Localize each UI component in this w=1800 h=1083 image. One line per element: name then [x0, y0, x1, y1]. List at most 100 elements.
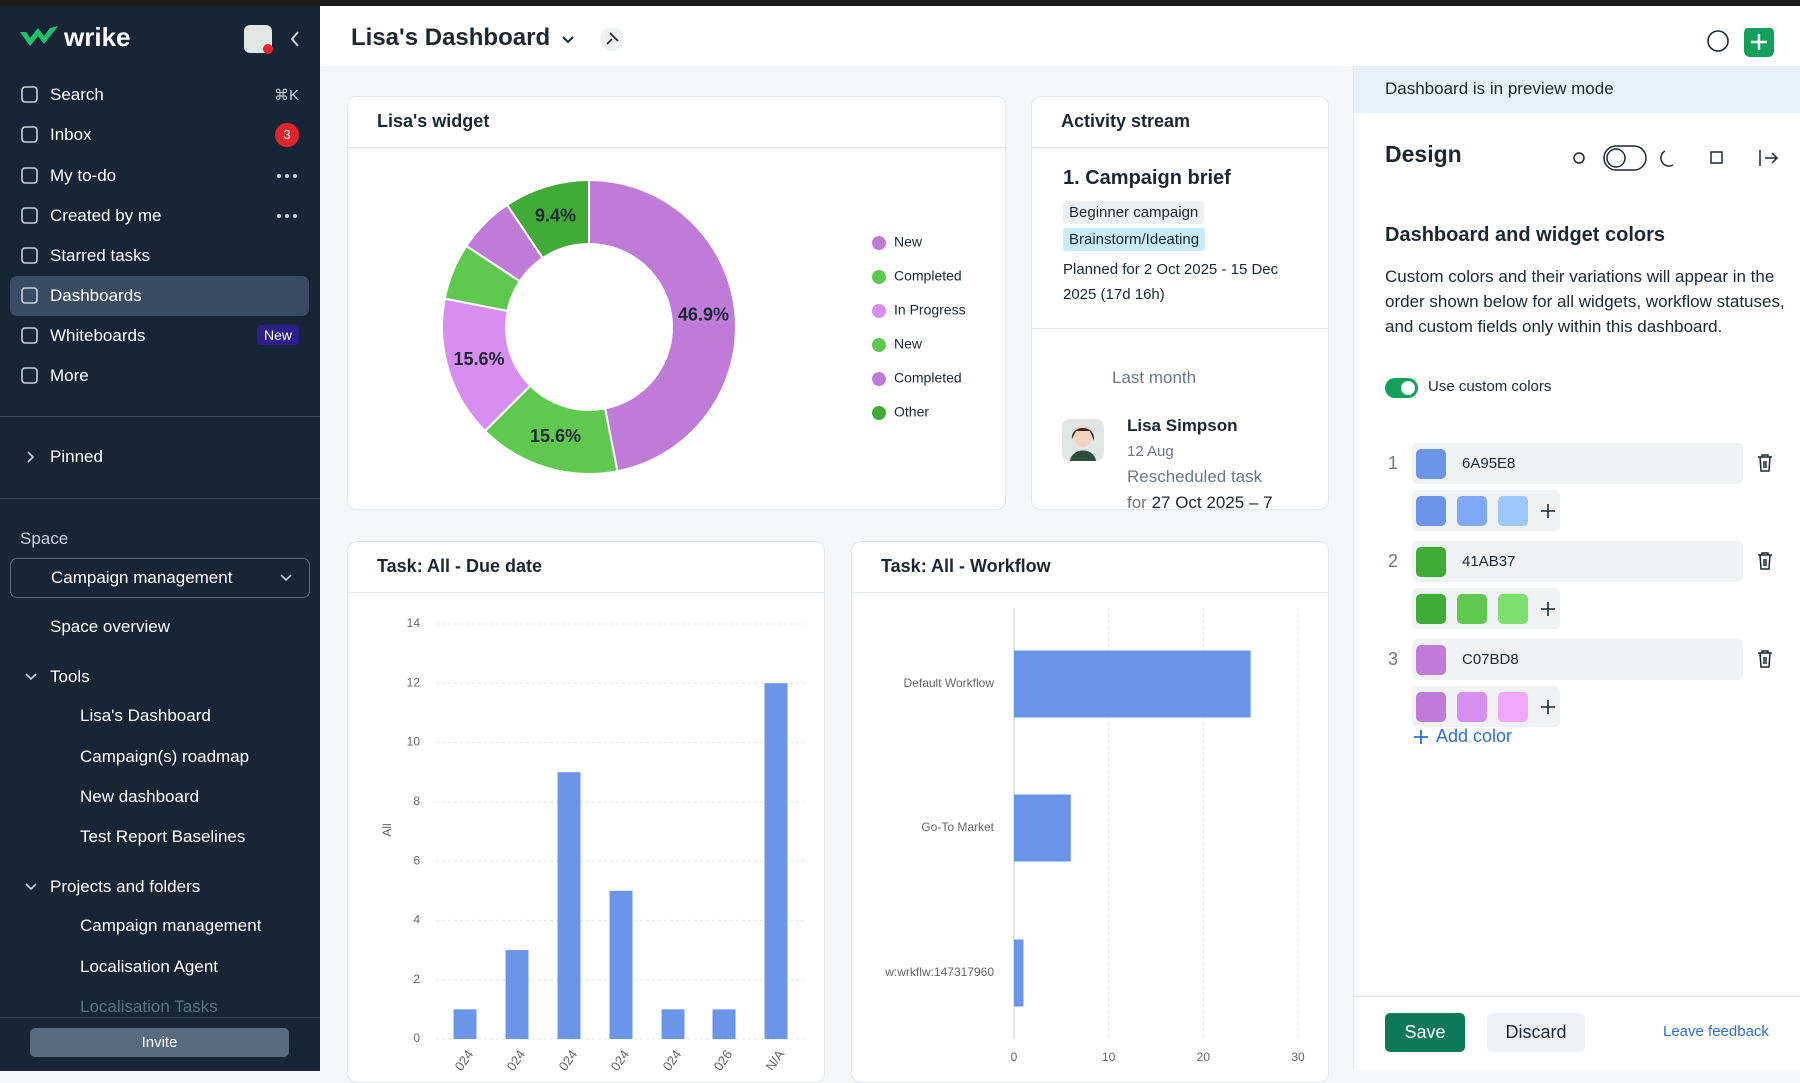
detail-prefix: for — [1127, 493, 1147, 510]
variation-swatch[interactable] — [1457, 594, 1487, 624]
widget-title: Task: All - Workflow — [881, 556, 1051, 576]
dark-icon[interactable] — [1660, 150, 1674, 167]
color-input[interactable]: 6A95E8 — [1412, 443, 1743, 484]
projects-heading[interactable]: Projects and folders — [50, 877, 201, 896]
variation-swatch[interactable] — [1457, 496, 1487, 526]
nav-item[interactable]: Search ⌘K — [10, 75, 309, 115]
variation-swatch[interactable] — [1498, 594, 1528, 624]
color-input[interactable]: 41AB37 — [1412, 541, 1743, 582]
logo: wrike — [20, 22, 131, 52]
variation-swatch[interactable] — [1416, 594, 1446, 624]
variation-swatch[interactable] — [1498, 496, 1528, 526]
nav-item[interactable]: Dashboards — [10, 276, 309, 316]
tool-item[interactable]: Test Report Baselines — [80, 827, 246, 846]
dashboard-title[interactable]: Lisa's Dashboard — [351, 24, 551, 51]
copy-icon[interactable] — [1710, 151, 1723, 164]
custom-colors-toggle[interactable] — [1385, 377, 1419, 399]
nav-item[interactable]: Created by me — [10, 196, 309, 236]
divider — [1032, 328, 1328, 329]
tool-item[interactable]: Campaign(s) roadmap — [80, 747, 250, 766]
nav-item[interactable]: Whiteboards New — [10, 316, 309, 356]
icon-shape — [21, 126, 38, 143]
tools-heading[interactable]: Tools — [50, 667, 90, 686]
workflow-widget: Task: All - Workflow — [851, 541, 1329, 1083]
nav-item[interactable]: Inbox 3 — [10, 115, 309, 155]
nav-icon — [21, 247, 38, 264]
sidebar: wrike Search ⌘K Inbox 3 My to-do Created by me… — [0, 0, 320, 1071]
design-panel: Dashboard is in preview mode Design Dash… — [1353, 66, 1800, 1070]
tool-item[interactable]: Lisa's Dashboard — [80, 706, 211, 725]
delete-icon[interactable] — [1756, 551, 1774, 571]
space-select[interactable]: Campaign management — [10, 558, 310, 598]
variation-swatch[interactable] — [1498, 692, 1528, 722]
add-color[interactable]: Add color — [1436, 726, 1513, 746]
tag: Beginner campaign — [1063, 201, 1205, 224]
task-title[interactable]: 1. Campaign brief — [1063, 167, 1231, 189]
nav-item[interactable]: My to-do — [10, 156, 309, 196]
avatar — [1062, 419, 1104, 461]
nav-item[interactable]: More — [10, 356, 309, 396]
badge: New — [256, 325, 299, 345]
pie-widget: Lisa's widget — [347, 96, 1006, 510]
light-icon[interactable] — [1573, 152, 1585, 164]
more-icon — [277, 214, 297, 218]
entry-detail: for 27 Oct 2025 – 7 — [1127, 493, 1273, 510]
color-swatch — [1416, 645, 1446, 675]
dropdown-icon[interactable] — [562, 36, 574, 44]
nav-icon — [21, 167, 38, 184]
project-item[interactable]: Localisation Agent — [80, 957, 218, 976]
color-index: 3 — [1388, 649, 1399, 669]
trash-path — [1758, 552, 1772, 570]
save-button[interactable]: Save — [1385, 1013, 1465, 1052]
color-index: 2 — [1388, 551, 1399, 571]
add-icon — [1751, 34, 1767, 50]
collapse-icon — [290, 31, 299, 47]
nav-item[interactable]: Starred tasks — [10, 236, 309, 276]
color-hex: C07BD8 — [1462, 651, 1519, 668]
plus-path — [1541, 700, 1555, 714]
variation-swatch[interactable] — [1457, 692, 1487, 722]
icon-shape — [21, 167, 38, 184]
nav-icon — [21, 86, 38, 103]
panel-title: Design — [1385, 141, 1462, 167]
delete-icon[interactable] — [1756, 453, 1774, 473]
add-variation[interactable] — [1539, 502, 1557, 520]
add-variation[interactable] — [1539, 600, 1557, 618]
badge: 3 — [275, 123, 299, 147]
close-panel-icon[interactable] — [1759, 150, 1779, 166]
color-input[interactable]: C07BD8 — [1412, 639, 1743, 680]
planned-dates: Planned for 2 Oct 2025 - 15 Dec 2025 (17… — [1063, 261, 1279, 303]
space-overview[interactable]: Space overview — [50, 617, 171, 636]
divider — [0, 498, 320, 499]
tool-item[interactable]: New dashboard — [80, 787, 200, 806]
color-index: 1 — [1388, 453, 1399, 473]
invite-button[interactable]: Invite — [30, 1028, 289, 1057]
variation-swatch[interactable] — [1416, 692, 1446, 722]
sidebar-top-icons — [244, 25, 299, 54]
project-item[interactable]: Campaign management — [80, 916, 262, 935]
nav-icon — [21, 327, 38, 344]
trash-path — [1758, 650, 1772, 668]
nav-label: Dashboards — [50, 286, 142, 305]
entry-date: 12 Aug — [1127, 443, 1174, 460]
add-icon — [1414, 730, 1428, 744]
pin-icon — [606, 32, 619, 45]
space-name: Campaign management — [51, 568, 233, 587]
color-hex: 41AB37 — [1462, 553, 1516, 570]
pinned[interactable]: Pinned — [50, 447, 103, 466]
tag: Brainstorm/Ideating — [1063, 228, 1206, 251]
icon-shape — [21, 327, 38, 344]
help-icon[interactable] — [1707, 30, 1729, 52]
chevron — [280, 574, 292, 582]
feedback-link[interactable]: Leave feedback — [1663, 1023, 1769, 1040]
delete-icon[interactable] — [1756, 649, 1774, 669]
divider — [1032, 147, 1328, 148]
discard-button[interactable]: Discard — [1487, 1013, 1585, 1052]
section-title: Dashboard and widget colors — [1385, 224, 1666, 246]
plus-path — [1541, 504, 1555, 518]
variation-swatch[interactable] — [1416, 496, 1446, 526]
project-item[interactable]: Localisation Tasks — [80, 997, 218, 1016]
add-variation[interactable] — [1539, 698, 1557, 716]
nav-icon — [21, 367, 38, 384]
